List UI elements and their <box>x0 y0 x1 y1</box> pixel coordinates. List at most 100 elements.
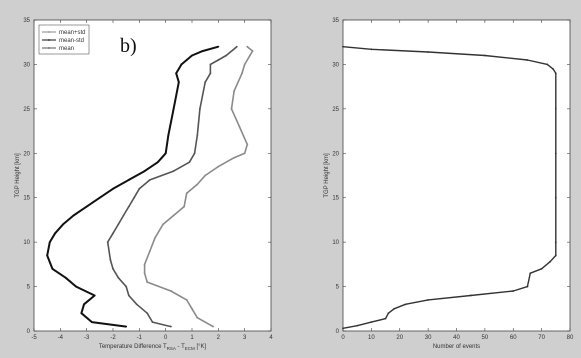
data-point <box>246 45 249 48</box>
data-point <box>164 152 167 155</box>
data-point <box>80 312 83 315</box>
plot-area <box>33 19 272 332</box>
data-point <box>217 59 220 61</box>
data-point <box>91 321 93 324</box>
data-point <box>356 324 359 327</box>
data-point <box>143 272 146 275</box>
y-tick-label: 15 <box>23 196 30 202</box>
data-point <box>154 236 157 239</box>
data-point <box>199 107 201 110</box>
data-point <box>196 134 199 137</box>
y-tick-label: 5 <box>27 285 31 291</box>
data-point <box>209 72 212 75</box>
data-point <box>554 107 557 110</box>
legend-label: mean+std <box>59 30 86 36</box>
y-tick-label: 30 <box>23 62 30 68</box>
legend-marker <box>48 39 50 41</box>
data-point <box>526 285 529 288</box>
y-tick-label: 30 <box>332 62 339 68</box>
data-point <box>554 72 557 75</box>
data-point <box>188 161 191 164</box>
data-point <box>201 50 204 52</box>
data-point <box>138 187 141 190</box>
x-tick-label: -4 <box>58 335 64 341</box>
data-point <box>85 205 88 208</box>
data-point <box>148 250 151 252</box>
data-point <box>172 214 175 217</box>
y-axis-label: TGP Height [km] <box>15 153 21 198</box>
data-point <box>235 45 238 48</box>
data-point <box>512 290 515 292</box>
data-point <box>64 276 67 279</box>
x-tick-label: 10 <box>368 335 375 341</box>
data-point <box>170 290 172 292</box>
data-point <box>191 54 193 57</box>
data-point <box>342 45 344 48</box>
y-tick-label: 20 <box>332 151 339 157</box>
data-point <box>185 59 188 61</box>
data-point <box>175 72 178 75</box>
y-tick-label: 15 <box>332 196 339 202</box>
data-point <box>212 325 214 328</box>
x-tick-label: 30 <box>425 335 432 341</box>
data-point <box>177 81 180 84</box>
data-point <box>196 316 199 319</box>
x-axis-label: Number of events <box>433 344 480 350</box>
data-point <box>552 67 554 70</box>
data-point <box>185 299 188 301</box>
data-point <box>180 63 183 66</box>
data-point <box>135 303 138 306</box>
data-point <box>133 196 135 199</box>
data-point <box>117 223 120 226</box>
legend-label: mean <box>59 46 74 52</box>
x-tick-label: 40 <box>453 335 460 341</box>
x-tick-label: 80 <box>567 335 574 341</box>
data-point <box>204 81 207 84</box>
data-point <box>546 63 549 66</box>
data-point <box>483 54 486 57</box>
right-panel: 0 10 20 30 40 50 60 70 80 0 5 10 15 20 25 30 35 TGP Heigh… <box>324 18 574 350</box>
data-point <box>241 72 243 75</box>
data-point <box>427 51 430 53</box>
data-point <box>217 165 220 168</box>
data-point <box>148 179 151 181</box>
x-tick-label: 3 <box>243 335 247 341</box>
data-point <box>370 321 373 324</box>
data-point <box>243 152 246 155</box>
data-point <box>72 214 75 217</box>
data-point <box>75 285 78 288</box>
data-point <box>554 196 557 199</box>
x-tick-label: -5 <box>31 335 37 341</box>
data-point <box>112 267 114 270</box>
data-point <box>146 281 149 284</box>
y-tick-label: 10 <box>23 240 30 246</box>
data-point <box>170 325 172 328</box>
data-point <box>112 232 114 235</box>
data-point <box>109 259 112 261</box>
data-point <box>238 125 241 128</box>
data-point <box>125 325 128 328</box>
data-point <box>427 299 430 301</box>
series-line-mean-std <box>143 46 254 328</box>
data-point <box>122 214 125 217</box>
data-point <box>233 90 236 92</box>
data-point <box>549 260 552 263</box>
data-point <box>156 161 159 164</box>
data-point <box>196 183 199 186</box>
data-point <box>143 263 146 266</box>
data-point <box>209 63 212 66</box>
data-point <box>83 303 85 306</box>
data-point <box>106 241 109 244</box>
data-point <box>191 307 193 310</box>
x-tick-label: 1 <box>190 335 194 341</box>
data-point <box>151 321 154 324</box>
data-point <box>230 107 233 110</box>
data-point <box>370 48 373 51</box>
data-point <box>127 179 130 181</box>
x-tick-label: 0 <box>164 335 168 341</box>
x-tick-label: 50 <box>482 335 489 341</box>
y-tick-label: 10 <box>332 240 339 246</box>
legend-marker <box>48 31 50 33</box>
data-point <box>554 152 557 155</box>
x-tick-label: 70 <box>538 335 545 341</box>
